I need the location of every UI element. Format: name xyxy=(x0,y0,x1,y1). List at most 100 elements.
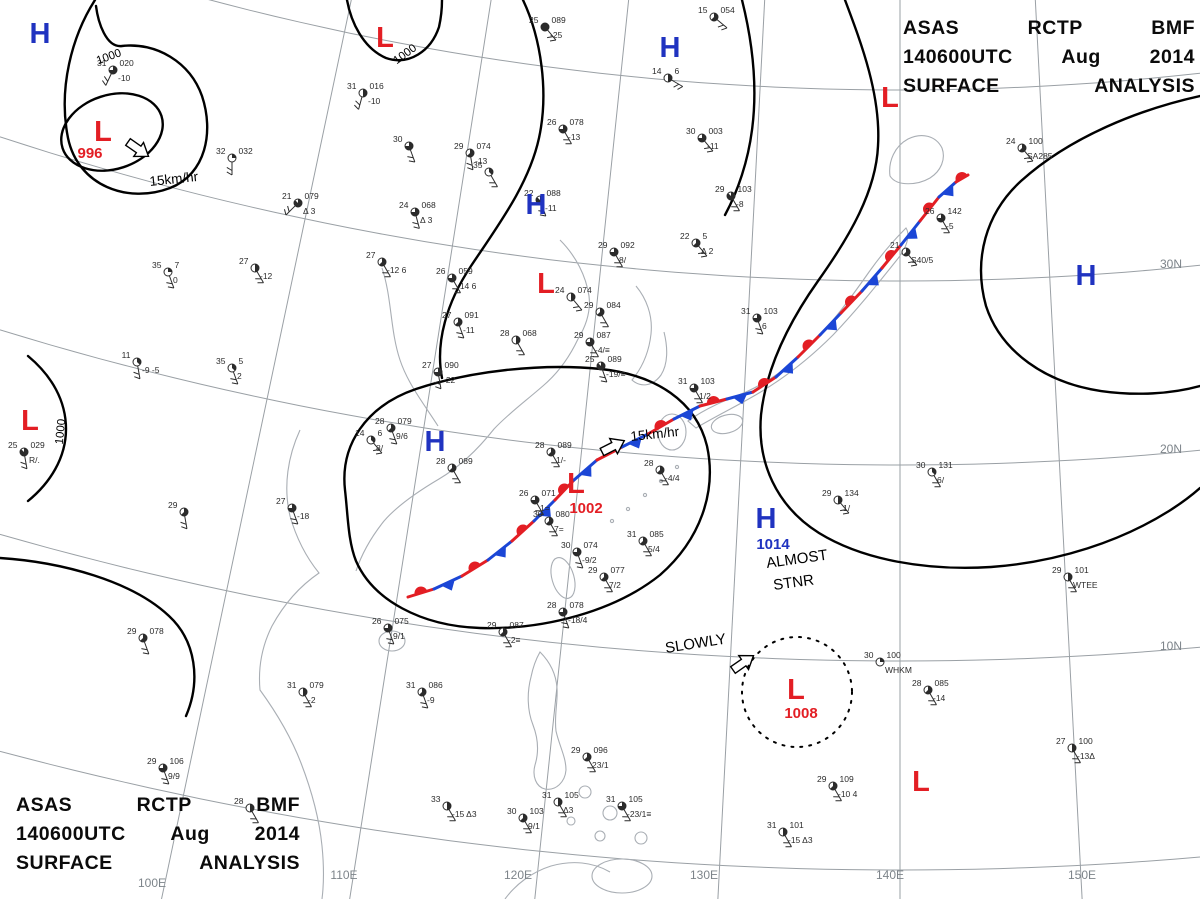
station-extra: -9 -5 xyxy=(142,365,160,375)
annotation-text: 15km/hr xyxy=(630,424,681,444)
station-extra: WHKM xyxy=(885,665,912,675)
station-temp: 31 xyxy=(678,376,688,386)
grid-label: 150E xyxy=(1068,868,1096,882)
station-temp: 30 xyxy=(507,806,517,816)
station-extra: SA285 xyxy=(1027,151,1053,161)
coast-island xyxy=(635,832,647,844)
station-extra: Δ 3 xyxy=(303,206,316,216)
coast-korea xyxy=(632,286,667,385)
station-temp: 24 xyxy=(399,200,409,210)
station-pressure: 092 xyxy=(621,240,635,250)
station-temp: 25 xyxy=(8,440,18,450)
station-pressure: 020 xyxy=(120,58,134,68)
station-extra: -13 xyxy=(568,132,581,142)
grid-label: 20N xyxy=(1160,442,1182,456)
station-extra: 0 xyxy=(173,275,178,285)
station-temp: 29 xyxy=(822,488,832,498)
station-pressure: 105 xyxy=(565,790,579,800)
station-pressure: 079 xyxy=(398,416,412,426)
station-temp: 25 xyxy=(529,15,539,25)
station-extra: 1/2 xyxy=(699,391,711,401)
station-pressure: 103 xyxy=(530,806,544,816)
station-extra: -5 xyxy=(946,221,954,231)
station-pressure: 090 xyxy=(445,360,459,370)
station-plot: 27 -12 xyxy=(239,256,273,283)
coast-ryukyu xyxy=(675,465,678,468)
station-extra: -12 xyxy=(260,271,273,281)
station-pressure: 103 xyxy=(738,184,752,194)
cold-front-symbol xyxy=(867,274,879,286)
station-temp: 29 xyxy=(588,565,598,575)
station-temp: 33 xyxy=(431,794,441,804)
station-pressure: 109 xyxy=(840,774,854,784)
isobar xyxy=(347,0,442,60)
meridian-110 xyxy=(333,0,504,899)
station-temp: 31 xyxy=(542,790,552,800)
station-extra: -4/4 xyxy=(665,473,680,483)
pressure-letter: H xyxy=(1076,260,1097,292)
pressure-letter: L xyxy=(912,766,930,798)
station-pressure: 078 xyxy=(570,600,584,610)
station-temp: 29 xyxy=(168,500,178,510)
station-extra: 8/ xyxy=(376,443,384,453)
station-temp: 29 xyxy=(487,620,497,630)
station-temp: 35 xyxy=(152,260,162,270)
station-pressure: 131 xyxy=(939,460,953,470)
station-pressure: 5 xyxy=(703,231,708,241)
station-temp: 27 xyxy=(239,256,249,266)
station-temp: 31 xyxy=(606,794,616,804)
pressure-value: 1014 xyxy=(756,536,790,553)
station-temp: 29 xyxy=(584,300,594,310)
pressure-letter: H xyxy=(30,18,51,50)
station-pressure: 074 xyxy=(578,285,592,295)
station-plot: 27-12 6 xyxy=(366,250,407,277)
coast-island xyxy=(579,786,591,798)
station-extra: 1/ xyxy=(843,503,851,513)
pressure-letter: L xyxy=(376,22,394,54)
station-extra: 9/1 xyxy=(393,631,405,641)
station-extra: 9/1 xyxy=(528,821,540,831)
station-pressure: 078 xyxy=(570,117,584,127)
pressure-center-l: L xyxy=(912,766,930,798)
station-pressure: 079 xyxy=(310,680,324,690)
station-pressure: 089 xyxy=(608,354,622,364)
station-extra: -14 6 xyxy=(457,281,477,291)
station-pressure: 077 xyxy=(611,565,625,575)
cold-front-symbol xyxy=(494,546,506,558)
station-plot: 33 -15 Δ3 xyxy=(431,794,477,821)
pressure-center-h: H xyxy=(526,189,547,221)
station-extra: 1/- xyxy=(556,455,566,465)
isobar xyxy=(725,0,754,215)
station-pressure: 003 xyxy=(709,126,723,136)
station-extra: -8 xyxy=(736,199,744,209)
pressure-center-h: H xyxy=(1076,260,1097,292)
station-extra: -15 Δ3 xyxy=(452,809,477,819)
station-pressure: 078 xyxy=(150,626,164,636)
station-pressure: 085 xyxy=(650,529,664,539)
station-pressure: 101 xyxy=(790,820,804,830)
movement-arrow xyxy=(123,135,153,163)
pressure-letter: H xyxy=(756,503,777,535)
coast-island xyxy=(595,831,605,841)
station-temp: 11 xyxy=(122,350,131,360)
grid-label: 100E xyxy=(138,876,166,890)
